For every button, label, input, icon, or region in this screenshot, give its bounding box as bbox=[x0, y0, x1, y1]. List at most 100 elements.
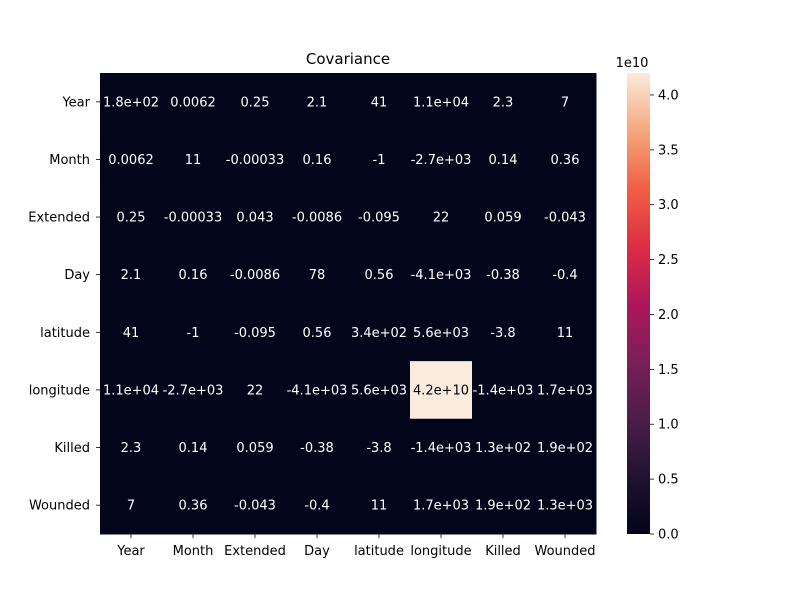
heatmap-cell bbox=[286, 130, 349, 189]
heatmap-cell bbox=[100, 188, 163, 247]
heatmap-cell bbox=[100, 130, 163, 189]
heatmap-cell bbox=[410, 130, 473, 189]
cell-value-label: 1.9e+02 bbox=[475, 499, 531, 514]
cell-value-label: 2.1 bbox=[121, 268, 142, 283]
heatmap-cell bbox=[472, 303, 535, 362]
heatmap-cell bbox=[224, 130, 287, 189]
heatmap-cell bbox=[286, 476, 349, 535]
heatmap-cell bbox=[286, 188, 349, 247]
heatmap-cell bbox=[286, 73, 349, 132]
heatmap-cell bbox=[534, 476, 597, 535]
heatmap-cell bbox=[224, 476, 287, 535]
heatmap-cell bbox=[348, 73, 411, 132]
heatmap-cell bbox=[100, 303, 163, 362]
y-tick-labels: Year Month Extended Day latitude longitude Kil… bbox=[28, 95, 100, 514]
cell-value-label: 7 bbox=[561, 95, 569, 110]
cell-value-label: -0.00033 bbox=[226, 153, 284, 168]
cell-value-label: 78 bbox=[309, 268, 326, 283]
cell-value-label: -0.043 bbox=[544, 211, 586, 226]
cell-value-label: -0.4 bbox=[304, 499, 329, 514]
heatmap-cell bbox=[224, 188, 287, 247]
cell-value-label: -0.043 bbox=[234, 499, 276, 514]
cell-value-label: 4.2e+10 bbox=[413, 383, 469, 398]
x-tick-label: Extended bbox=[224, 544, 286, 559]
heatmap-cell bbox=[410, 245, 473, 304]
colorbar: 1e10 0.0 0.5 1.0 1.5 2.0 2.5 3.0 3.5 4.0 bbox=[616, 56, 679, 543]
colorbar-tick-label: 0.5 bbox=[658, 473, 679, 488]
y-tick-label: Wounded bbox=[29, 499, 90, 514]
cell-value-label: 1.1e+04 bbox=[103, 383, 159, 398]
colorbar-tick-label: 1.0 bbox=[658, 418, 679, 433]
cell-value-label: 0.36 bbox=[551, 153, 580, 168]
cell-value-label: -0.4 bbox=[552, 268, 577, 283]
heatmap-cell bbox=[410, 188, 473, 247]
heatmap-cell bbox=[286, 303, 349, 362]
heatmap-cell bbox=[224, 73, 287, 132]
heatmap-cell bbox=[472, 73, 535, 132]
cell-value-label: 41 bbox=[123, 326, 140, 341]
heatmap-cell bbox=[534, 303, 597, 362]
cell-value-label: 0.36 bbox=[179, 499, 208, 514]
cell-value-label: 0.0062 bbox=[170, 95, 216, 110]
heatmap-cell bbox=[534, 361, 597, 420]
heatmap-cell bbox=[162, 245, 225, 304]
cell-value-label: 1.1e+04 bbox=[413, 95, 469, 110]
heatmap-cell bbox=[162, 73, 225, 132]
cell-value-label: 1.9e+02 bbox=[537, 441, 593, 456]
cell-value-label: 22 bbox=[247, 383, 264, 398]
cell-value-label: 0.56 bbox=[303, 326, 332, 341]
heatmap-cell bbox=[348, 361, 411, 420]
heatmap-cell bbox=[162, 476, 225, 535]
heatmap-cell bbox=[410, 361, 473, 420]
cell-value-label: -4.1e+03 bbox=[411, 268, 472, 283]
cell-value-label: -0.38 bbox=[300, 441, 334, 456]
heatmap-cell bbox=[534, 130, 597, 189]
colorbar-tick-label: 1.5 bbox=[658, 363, 679, 378]
heatmap-cell bbox=[100, 245, 163, 304]
cell-value-label: -4.1e+03 bbox=[287, 383, 348, 398]
cell-value-label: 0.14 bbox=[179, 441, 208, 456]
cell-value-label: 0.14 bbox=[489, 153, 518, 168]
cell-value-label: 5.6e+03 bbox=[413, 326, 469, 341]
cell-value-label: -0.00033 bbox=[164, 211, 222, 226]
heatmap-cell bbox=[348, 130, 411, 189]
x-tick-label: Month bbox=[173, 544, 214, 559]
heatmap-cell bbox=[286, 418, 349, 477]
cell-value-label: 2.3 bbox=[121, 441, 142, 456]
cell-value-label: 1.7e+03 bbox=[413, 499, 469, 514]
cell-value-label: 2.3 bbox=[493, 95, 514, 110]
colorbar-tick-label: 2.5 bbox=[658, 253, 679, 268]
cell-value-label: -0.095 bbox=[234, 326, 276, 341]
cell-value-label: 0.16 bbox=[179, 268, 208, 283]
heatmap-cell bbox=[472, 188, 535, 247]
heatmap-cell bbox=[410, 476, 473, 535]
heatmap-cell bbox=[286, 245, 349, 304]
y-tick-label: Extended bbox=[28, 211, 90, 226]
cell-value-label: -1 bbox=[373, 153, 386, 168]
cell-value-label: -0.38 bbox=[486, 268, 520, 283]
cell-value-label: 2.1 bbox=[307, 95, 328, 110]
cell-value-label: 0.043 bbox=[236, 211, 273, 226]
heatmap-cell bbox=[100, 418, 163, 477]
heatmap-cell bbox=[162, 130, 225, 189]
cell-value-label: -3.8 bbox=[366, 441, 391, 456]
heatmap-cell bbox=[348, 476, 411, 535]
cell-value-label: -3.8 bbox=[490, 326, 515, 341]
colorbar-tick-label: 0.0 bbox=[658, 528, 679, 543]
heatmap-cell bbox=[224, 418, 287, 477]
heatmap-cell bbox=[472, 245, 535, 304]
heatmap-cell bbox=[348, 303, 411, 362]
cell-value-label: -1.4e+03 bbox=[473, 383, 534, 398]
cell-value-label: 0.0062 bbox=[108, 153, 154, 168]
y-tick-label: Month bbox=[49, 153, 90, 168]
x-tick-label: Wounded bbox=[534, 544, 595, 559]
cell-value-label: 1.3e+02 bbox=[475, 441, 531, 456]
colorbar-tick-label: 3.5 bbox=[658, 143, 679, 158]
cell-value-label: 0.56 bbox=[365, 268, 394, 283]
y-tick-label: Year bbox=[61, 95, 90, 110]
y-tick-label: Killed bbox=[54, 441, 90, 456]
x-tick-label: Killed bbox=[485, 544, 521, 559]
heatmap-cell bbox=[472, 418, 535, 477]
heatmap-cell bbox=[534, 418, 597, 477]
heatmap-cells bbox=[100, 73, 597, 535]
